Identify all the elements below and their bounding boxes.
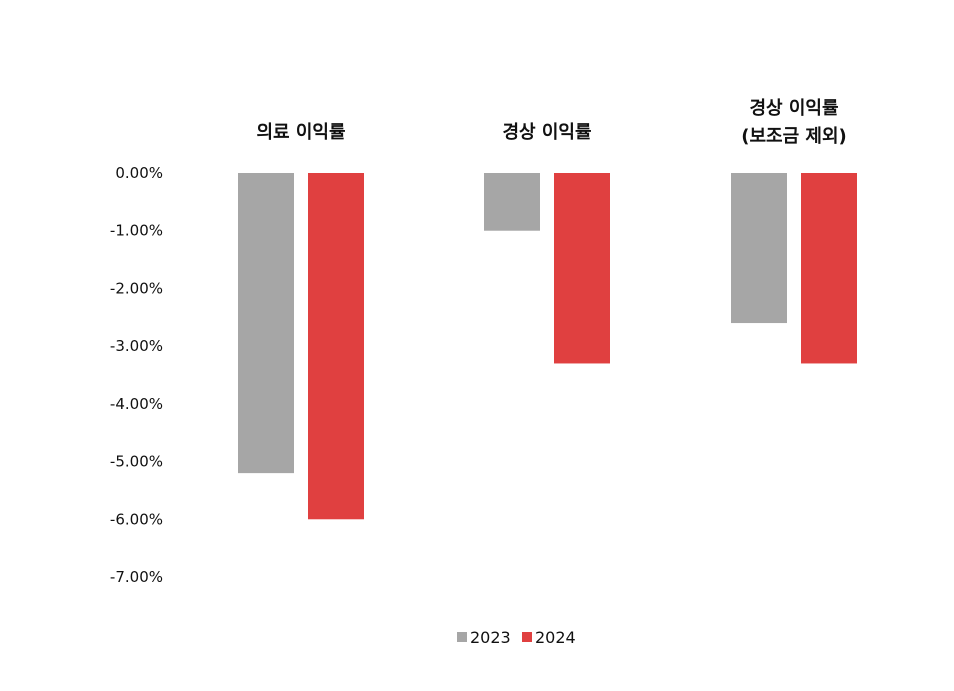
y-axis: 0.00% -1.00% -2.00% -3.00% -4.00% -5.00% -6.00… — [110, 164, 163, 586]
legend: 2023 2024 — [457, 628, 576, 647]
y-tick-label: 0.00% — [115, 164, 163, 182]
legend-label: 2023 — [470, 628, 511, 647]
y-tick-label: -1.00% — [110, 222, 163, 240]
category-label: 경상 이익률 — [502, 122, 591, 143]
bar-2024-cat2 — [554, 173, 610, 364]
legend-label: 2024 — [535, 628, 576, 647]
bar-2023-cat1 — [238, 173, 294, 474]
y-tick-label: -2.00% — [110, 279, 163, 297]
y-tick-label: -6.00% — [110, 510, 163, 528]
bars — [238, 173, 857, 520]
legend-swatch-2024 — [522, 632, 532, 642]
y-tick-label: -5.00% — [110, 453, 163, 471]
category-label: 의료 이익률 — [256, 122, 345, 143]
y-tick-label: -3.00% — [110, 337, 163, 355]
bar-2023-cat3 — [731, 173, 787, 324]
bar-2024-cat3 — [801, 173, 857, 364]
bar-2023-cat2 — [484, 173, 540, 231]
category-label: 경상 이익률 — [749, 98, 838, 119]
category-label: (보조금 제외) — [741, 126, 847, 147]
y-tick-label: -4.00% — [110, 395, 163, 413]
bar-2024-cat1 — [308, 173, 364, 520]
legend-swatch-2023 — [457, 632, 467, 642]
y-tick-label: -7.00% — [110, 568, 163, 586]
